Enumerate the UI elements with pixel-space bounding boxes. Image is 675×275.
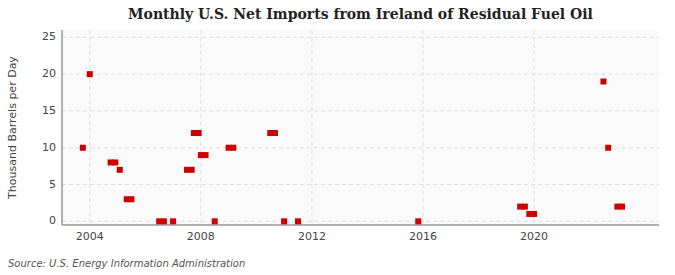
y-grid-line xyxy=(62,110,659,111)
y-tick-label: 0 xyxy=(49,214,56,227)
point xyxy=(161,218,167,224)
point xyxy=(196,130,202,136)
point xyxy=(281,218,287,224)
chart-container: 0 5 10 15 20 25 2004 2008 2012 2016 2020 Monthly U.… xyxy=(0,0,675,275)
y-grid-line xyxy=(62,74,659,75)
point xyxy=(619,204,625,210)
source-note: Source: U.S. Energy Information Administ… xyxy=(8,258,245,269)
y-tick-label: 20 xyxy=(42,67,56,80)
point xyxy=(128,196,134,202)
point xyxy=(212,218,218,224)
y-tick-label: 15 xyxy=(42,104,56,117)
y-grid-line xyxy=(62,37,659,38)
x-tick-label: 2008 xyxy=(187,230,215,243)
y-grid-line xyxy=(62,221,659,222)
plot-background xyxy=(62,30,659,225)
y-axis-label: Thousand Barrels per Day xyxy=(6,56,19,200)
point xyxy=(415,218,421,224)
point xyxy=(272,130,278,136)
x-grid-line xyxy=(89,30,90,225)
point xyxy=(295,218,301,224)
x-grid-line xyxy=(534,30,535,225)
point xyxy=(522,204,528,210)
point xyxy=(189,167,195,173)
point xyxy=(600,79,606,85)
x-tick-label: 2020 xyxy=(520,230,548,243)
point xyxy=(112,159,118,165)
x-tick-label: 2004 xyxy=(76,230,104,243)
x-grid-line xyxy=(422,30,423,225)
point xyxy=(605,145,611,151)
y-tick-label: 25 xyxy=(42,30,56,43)
y-grid-line xyxy=(62,147,659,148)
y-axis-line xyxy=(62,30,63,225)
point xyxy=(117,167,123,173)
chart-svg: 0 5 10 15 20 25 2004 2008 2012 2016 2020 Monthly U.… xyxy=(0,0,675,275)
point xyxy=(203,152,209,158)
point xyxy=(230,145,236,151)
y-grid-line xyxy=(62,184,659,185)
x-grid-line xyxy=(311,30,312,225)
y-tick-label: 10 xyxy=(42,141,56,154)
title: Monthly U.S. Net Imports from Ireland of… xyxy=(128,6,593,22)
point xyxy=(531,211,537,217)
point xyxy=(80,145,86,151)
marks xyxy=(80,71,625,224)
x-tick-label: 2012 xyxy=(298,230,326,243)
x-axis-line xyxy=(62,225,659,226)
x-grid-line xyxy=(200,30,201,225)
x-tick-label: 2016 xyxy=(409,230,437,243)
y-tick-label: 5 xyxy=(49,178,56,191)
point xyxy=(87,71,93,77)
point xyxy=(170,218,176,224)
